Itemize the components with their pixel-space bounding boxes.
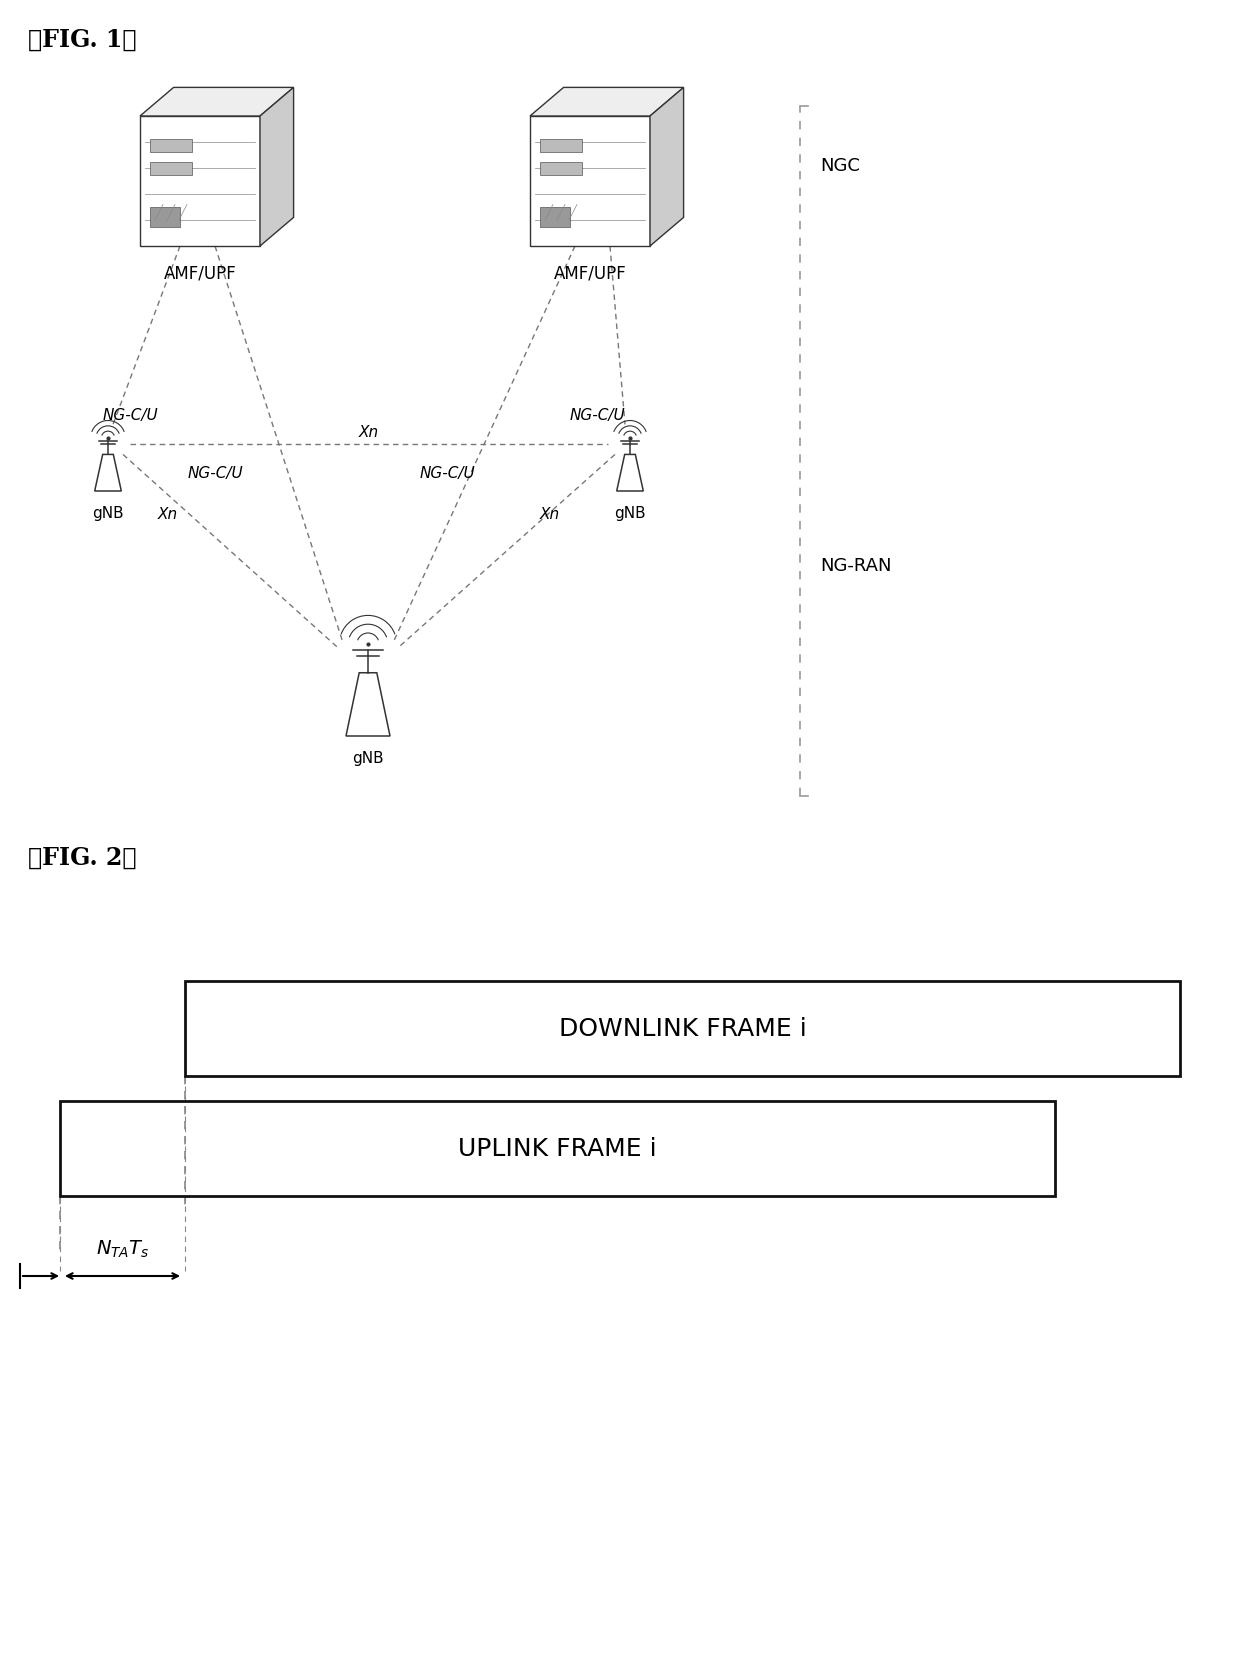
Text: AMF/UPF: AMF/UPF — [164, 263, 237, 282]
Polygon shape — [140, 87, 294, 117]
Bar — [539, 207, 570, 227]
Bar — [150, 162, 192, 175]
Text: Xn: Xn — [358, 425, 379, 440]
Text: UPLINK FRAME i: UPLINK FRAME i — [459, 1136, 657, 1161]
Polygon shape — [260, 87, 294, 247]
Text: NGC: NGC — [820, 157, 859, 175]
Bar — [539, 140, 582, 152]
Polygon shape — [529, 87, 683, 117]
Text: NG-RAN: NG-RAN — [820, 556, 892, 575]
Text: NG-C/U: NG-C/U — [188, 466, 243, 481]
Text: AMF/UPF: AMF/UPF — [553, 263, 626, 282]
Bar — [150, 140, 192, 152]
Text: 【FIG. 2】: 【FIG. 2】 — [29, 846, 136, 870]
Polygon shape — [650, 87, 683, 247]
Text: $N_{TA}T_s$: $N_{TA}T_s$ — [95, 1240, 149, 1259]
Bar — [150, 207, 180, 227]
Text: Xn: Xn — [157, 506, 179, 521]
Text: Xn: Xn — [539, 506, 560, 521]
Text: NG-C/U: NG-C/U — [420, 466, 476, 481]
Bar — [185, 981, 1180, 1076]
Bar — [60, 1101, 1055, 1196]
Text: DOWNLINK FRAME i: DOWNLINK FRAME i — [559, 1016, 806, 1041]
Text: gNB: gNB — [352, 751, 384, 766]
Bar — [539, 162, 582, 175]
Text: gNB: gNB — [614, 506, 646, 521]
Text: NG-C/U: NG-C/U — [103, 408, 159, 423]
Text: NG-C/U: NG-C/U — [570, 408, 626, 423]
Text: 【FIG. 1】: 【FIG. 1】 — [29, 28, 136, 52]
Text: gNB: gNB — [92, 506, 124, 521]
